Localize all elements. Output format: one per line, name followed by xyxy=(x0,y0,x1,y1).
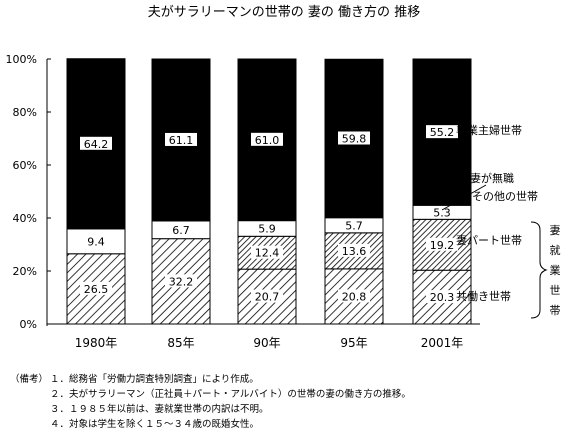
bracket-char: 妻 xyxy=(550,224,561,237)
data-label: 64.2 xyxy=(84,138,109,151)
data-label-bg xyxy=(338,289,370,303)
data-label: 61.0 xyxy=(255,134,280,147)
data-label-bg xyxy=(80,136,112,150)
label-tomobataraki: 共働き世帯 xyxy=(456,290,511,303)
note-text: ３．１９８５年以前は、妻就業世帯の内訳は不明。 xyxy=(50,404,269,415)
y-tick-label: 0% xyxy=(20,318,37,331)
bracket-vertical-label: 妻就業世帯 xyxy=(550,224,561,317)
data-label-bg xyxy=(338,243,370,257)
note-prefix: （備考） xyxy=(10,374,49,385)
bar-segment xyxy=(412,218,472,271)
data-label: 26.5 xyxy=(84,283,109,296)
data-labels: 26.5 9.4 64.2 32.2 6.7 61.1 20.7 12.4 5.9 61.0 20.… xyxy=(80,125,458,304)
data-label: 20.8 xyxy=(342,290,367,303)
note-line: ４．対象は学生を除く１５～３４歳の既婚女性。 xyxy=(10,417,411,432)
data-label: 12.4 xyxy=(255,247,280,260)
data-label: 6.7 xyxy=(172,224,190,237)
x-category-label: 85年 xyxy=(167,336,194,350)
data-label: 59.8 xyxy=(342,133,367,146)
data-label: 55.2 xyxy=(430,126,455,139)
note-text: １．総務省「労働力調査特別調査」により作成。 xyxy=(50,374,259,385)
chart-title: 夫がサラリーマンの世帯の 妻の 働き方の 推移 xyxy=(148,4,420,20)
leader-line-mushoku xyxy=(441,184,487,211)
y-tick-label: 60% xyxy=(13,159,37,172)
x-category-label: 1980年 xyxy=(75,336,118,350)
data-label: 19.2 xyxy=(430,239,455,252)
bracket-char: 帯 xyxy=(550,304,561,317)
note-text: ４．対象は学生を除く１５～３４歳の既婚女性。 xyxy=(50,419,260,430)
note-text: ２．夫がサラリーマン（正社員＋パート・アルバイト）の世帯の妻の働き方の推移。 xyxy=(50,389,411,400)
series-side-labels: 専業主婦世帯 妻が無職 その他の世帯 妻パート世帯 共働き世帯 妻就業世帯 xyxy=(441,123,561,319)
y-tick-labels: 0% 20% 40% 60% 80% 100% xyxy=(6,53,51,331)
data-label-bg xyxy=(426,237,458,251)
label-mushoku-line1: 妻が無職 xyxy=(470,171,514,185)
data-label-bg xyxy=(251,132,283,146)
x-category-labels: 1980年 85年 90年 95年 2001年 xyxy=(75,336,464,350)
data-label: 61.1 xyxy=(169,134,194,147)
data-label-bg xyxy=(251,245,283,259)
data-label-bg xyxy=(80,281,112,295)
x-category-label: 2001年 xyxy=(421,336,464,350)
data-label: 20.3 xyxy=(430,291,455,304)
y-tick-label: 40% xyxy=(13,212,37,225)
data-label: 32.2 xyxy=(169,275,194,288)
data-label-bg xyxy=(338,131,370,145)
data-label: 13.6 xyxy=(342,245,367,258)
data-label: 5.3 xyxy=(433,206,451,219)
y-tick-label: 100% xyxy=(6,53,37,66)
label-mushoku-line2: その他の世帯 xyxy=(472,190,538,203)
data-label: 20.7 xyxy=(255,291,280,304)
label-part: 妻パート世帯 xyxy=(456,234,522,247)
data-label-bg xyxy=(426,290,458,304)
data-label-bg xyxy=(426,125,458,139)
x-category-label: 95年 xyxy=(340,336,367,350)
bracket-char: 世 xyxy=(550,284,561,297)
bar-segment xyxy=(66,228,126,255)
stacked-bar-chart: 夫がサラリーマンの世帯の 妻の 働き方の 推移 0% 20% 40% 60% 80% 10… xyxy=(6,4,561,350)
bars xyxy=(66,58,472,325)
data-label-bg xyxy=(251,289,283,303)
x-category-label: 90年 xyxy=(253,336,280,350)
notes: （備考） １．総務省「労働力調査特別調査」により作成。 ２．夫がサラリーマン（正社員… xyxy=(10,372,411,432)
bracket-char: 業 xyxy=(550,264,561,277)
data-label-bg xyxy=(165,274,197,288)
note-line: （備考） １．総務省「労働力調査特別調査」により作成。 xyxy=(10,372,411,387)
y-tick-label: 20% xyxy=(13,265,37,278)
note-line: ２．夫がサラリーマン（正社員＋パート・アルバイト）の世帯の妻の働き方の推移。 xyxy=(10,387,411,402)
label-sengyo-shufu: 専業主婦世帯 xyxy=(456,123,522,137)
data-label: 9.4 xyxy=(87,235,105,248)
y-tick-label: 80% xyxy=(13,106,37,119)
brace-bracket xyxy=(530,221,548,319)
data-label: 5.7 xyxy=(345,219,363,232)
note-line: ３．１９８５年以前は、妻就業世帯の内訳は不明。 xyxy=(10,402,411,417)
bracket-char: 就 xyxy=(550,243,561,257)
data-label: 5.9 xyxy=(258,222,276,235)
data-label-bg xyxy=(165,132,197,146)
